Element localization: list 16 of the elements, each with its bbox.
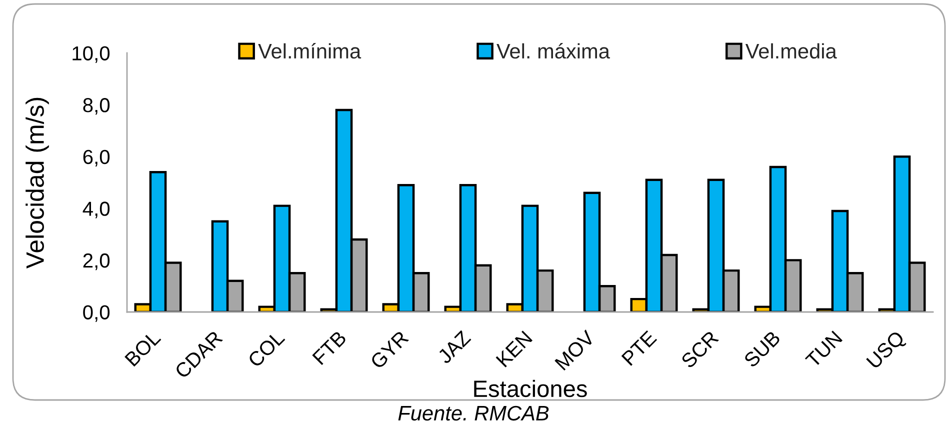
y-tick-label: 10,0 xyxy=(72,46,110,63)
x-tick-label: JAZ xyxy=(436,330,472,365)
y-tick-label: 0,0 xyxy=(83,305,110,322)
y-tick-label: 4,0 xyxy=(82,202,110,218)
source-note: Fuente. RMCAB xyxy=(398,406,549,421)
x-tick-label: BOL xyxy=(124,330,162,367)
y-tick-label: 2,0 xyxy=(83,253,110,270)
y-axis-title: Velocidad (m/s) xyxy=(26,98,49,269)
y-tick-label: 6,0 xyxy=(83,150,110,166)
legend-label: Vel.media xyxy=(745,43,837,59)
x-tick-label: FTB xyxy=(312,330,347,366)
legend-label: Vel.mínima xyxy=(258,43,362,59)
x-tick-label: COL xyxy=(247,330,286,368)
y-tick-label: 8,0 xyxy=(83,98,110,115)
legend-label: Vel. máxima xyxy=(496,43,610,59)
x-axis-title: Estaciones xyxy=(474,380,587,398)
